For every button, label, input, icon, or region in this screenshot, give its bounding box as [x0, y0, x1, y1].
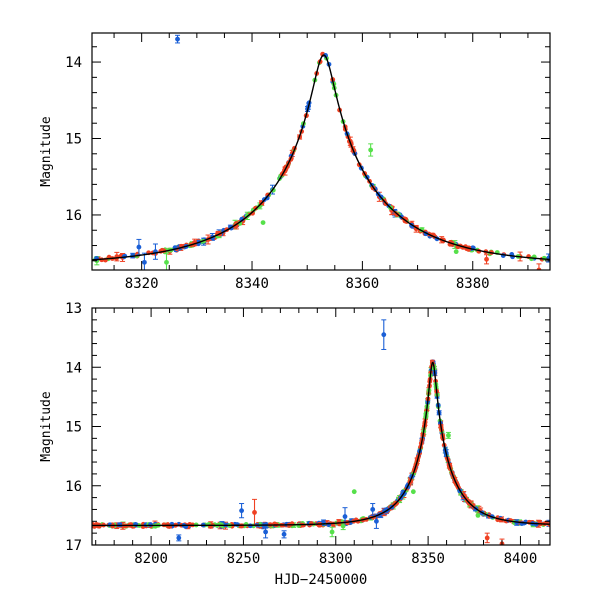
x-tick-label: 8400 [504, 551, 538, 567]
y-tick-label: 15 [65, 132, 82, 148]
data-point [239, 508, 244, 514]
data-point [296, 523, 302, 528]
bottom-panel-y-axis-label: Magnitude [39, 391, 54, 462]
data-point [164, 259, 169, 265]
top-panel-model-curve [92, 54, 550, 261]
data-point [475, 512, 481, 518]
bottom-panel-x-axis-label: HJD−2450000 [275, 572, 368, 588]
y-tick-label: 15 [65, 420, 82, 436]
data-point [329, 529, 335, 535]
data-point [136, 244, 142, 250]
data-point [252, 510, 257, 515]
data-point [264, 195, 270, 201]
top-panel-y-ticks: 14 15 16 [65, 46, 550, 262]
data-point [446, 432, 451, 438]
top-panel-frame [91, 32, 551, 271]
data-point [148, 522, 153, 527]
data-point [281, 531, 287, 537]
data-point [142, 259, 147, 265]
data-point [263, 529, 268, 535]
y-tick-label: 13 [65, 301, 82, 317]
data-point [381, 332, 387, 338]
data-point [117, 522, 123, 528]
data-point [410, 489, 416, 495]
x-tick-label: 8340 [235, 276, 269, 292]
top-panel-points [93, 34, 550, 270]
x-tick-label: 8350 [411, 551, 445, 567]
top-panel-y-axis-label: Magnitude [39, 116, 54, 187]
data-point [484, 535, 490, 541]
bottom-panel-y-ticks: 13 14 15 16 17 [65, 301, 550, 554]
data-point [370, 507, 376, 512]
data-point [351, 489, 357, 495]
y-tick-label: 16 [65, 208, 82, 224]
x-tick-label: 8250 [227, 551, 261, 567]
data-point [234, 522, 240, 527]
data-point [484, 256, 489, 262]
data-point [176, 535, 182, 541]
top-panel: 8320 8340 8360 8380 14 15 16 Magnitude [39, 32, 551, 292]
x-tick-label: 8320 [125, 276, 159, 292]
y-tick-label: 14 [65, 360, 82, 376]
x-tick-label: 8200 [134, 551, 168, 567]
y-tick-label: 17 [65, 538, 82, 554]
bottom-panel-model-curve [92, 361, 550, 527]
top-panel-x-ticks: 8320 8340 8360 8380 [113, 33, 529, 292]
data-point [308, 521, 314, 526]
y-tick-label: 14 [65, 55, 82, 71]
data-point [243, 522, 249, 527]
bottom-panel-x-ticks: 8200 8250 8300 8350 8400 [95, 308, 540, 567]
x-tick-label: 8360 [346, 276, 380, 292]
data-point [175, 36, 180, 42]
y-tick-label: 16 [65, 479, 82, 495]
bottom-panel-points [92, 319, 550, 545]
bottom-panel-frame [91, 307, 551, 546]
data-point [368, 147, 374, 153]
data-point [374, 518, 379, 524]
data-point [453, 249, 459, 255]
x-tick-label: 8300 [319, 551, 353, 567]
x-tick-label: 8380 [456, 276, 490, 292]
data-point [342, 514, 348, 519]
data-point [250, 210, 255, 216]
data-point [260, 220, 266, 226]
data-point [340, 523, 346, 529]
bottom-panel: 8200 8250 8300 8350 8400 13 14 15 16 17 Magnitud… [39, 301, 551, 588]
